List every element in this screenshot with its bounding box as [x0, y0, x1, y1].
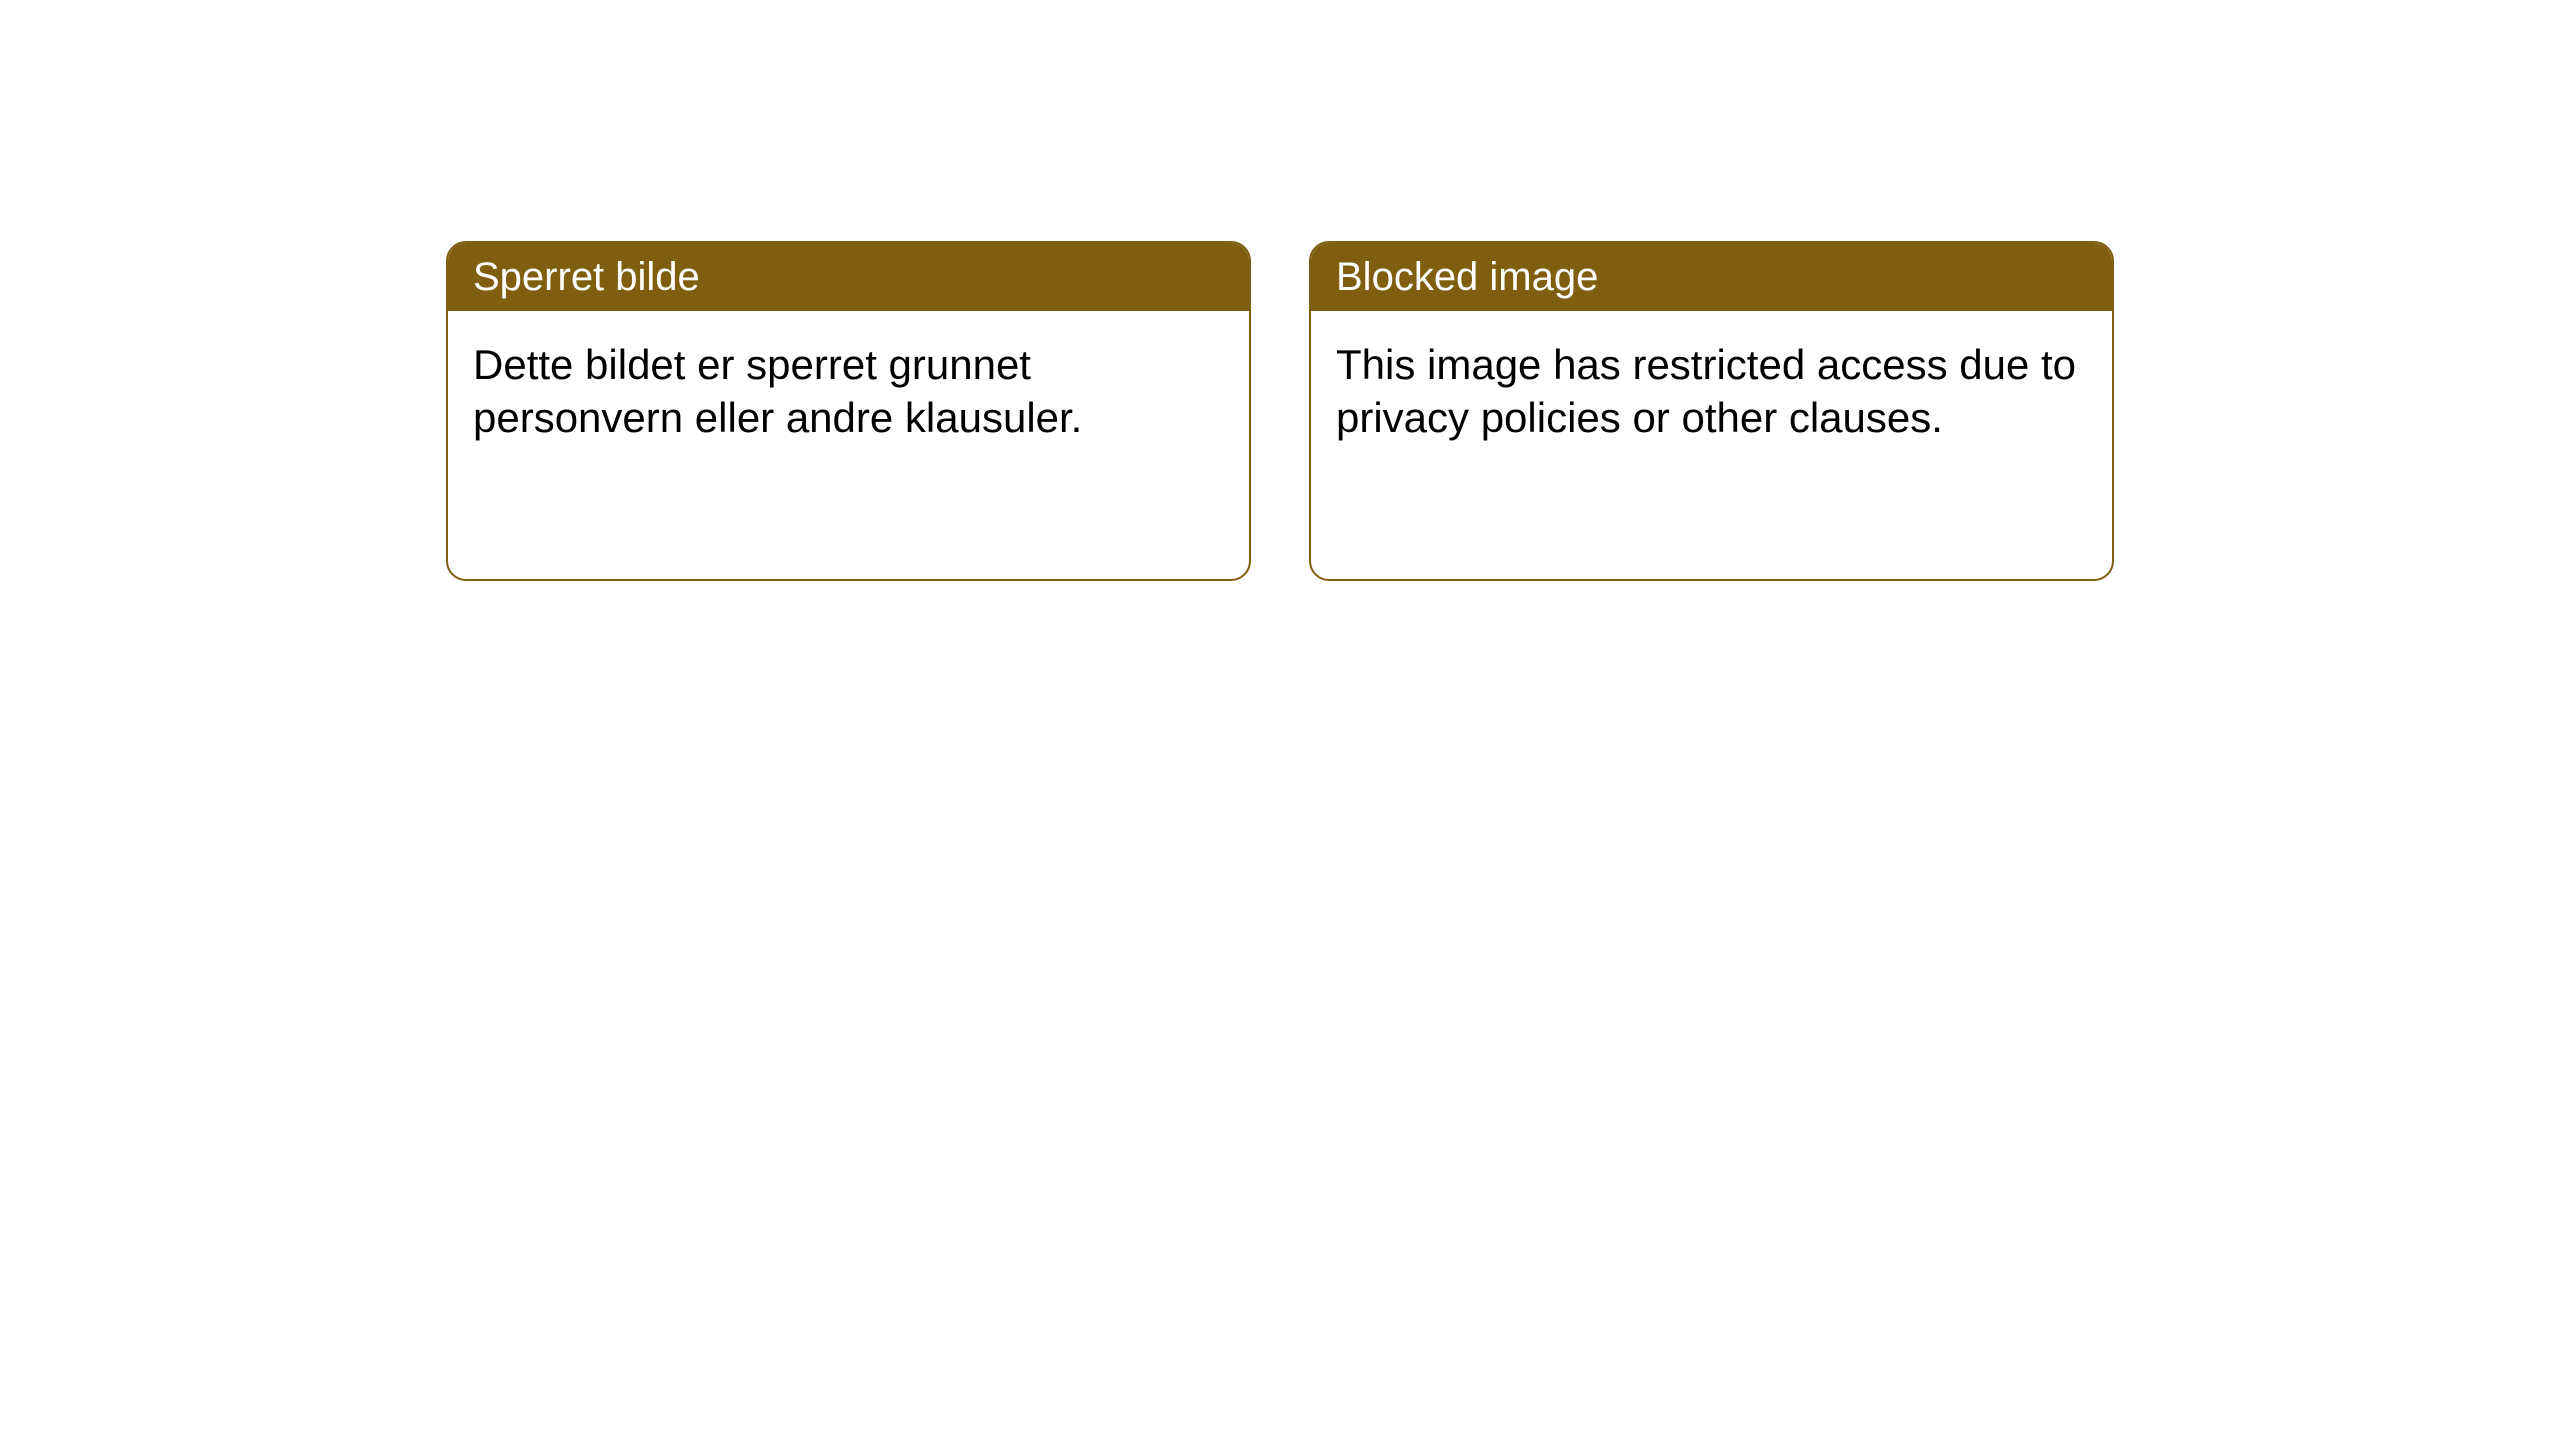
notice-card-no: Sperret bilde Dette bildet er sperret gr… [446, 241, 1251, 581]
notice-card-en: Blocked image This image has restricted … [1309, 241, 2114, 581]
notice-body-en: This image has restricted access due to … [1311, 311, 2112, 472]
notice-title-no: Sperret bilde [448, 243, 1249, 311]
notice-body-no: Dette bildet er sperret grunnet personve… [448, 311, 1249, 472]
notice-title-en: Blocked image [1311, 243, 2112, 311]
notice-container: Sperret bilde Dette bildet er sperret gr… [446, 241, 2114, 581]
